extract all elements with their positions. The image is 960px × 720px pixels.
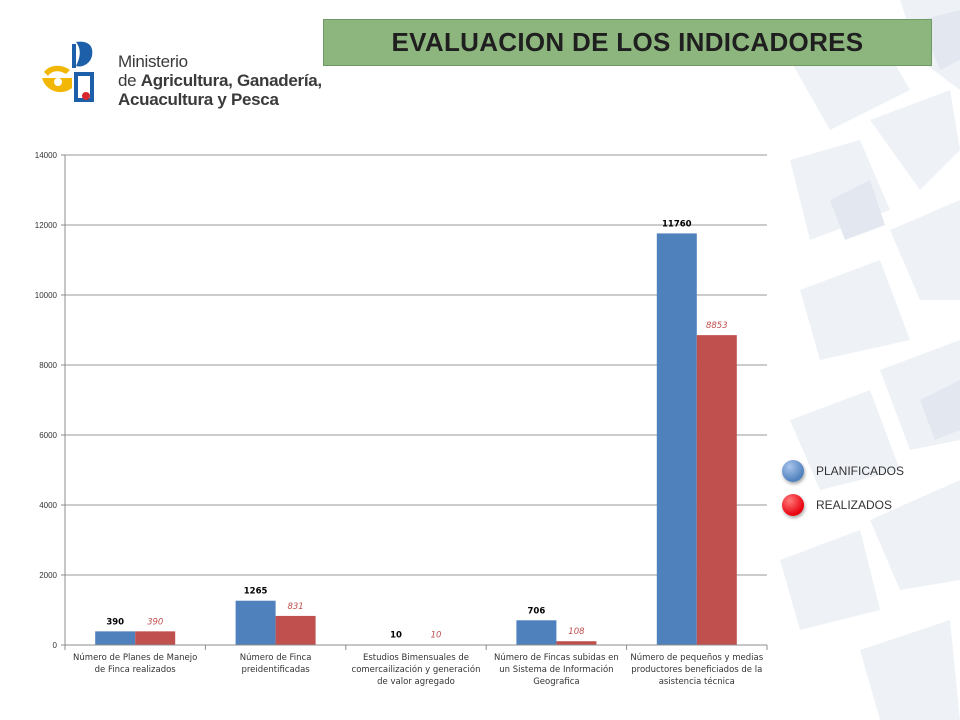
bar-realizados [556, 641, 597, 645]
bar-planificados [516, 620, 557, 645]
x-tick-label: preidentificadas [241, 665, 310, 675]
bar-realizados [696, 335, 737, 645]
x-tick-label: productores beneficiados de la [631, 665, 762, 675]
x-tick-label: Estudios Bimensuales de [363, 653, 469, 663]
x-tick-label: Número de pequeños y medias [630, 653, 763, 663]
data-label-realizados: 390 [147, 617, 163, 627]
data-label-planificados: 390 [106, 617, 124, 627]
page-title: EVALUACION DE LOS INDICADORES [391, 27, 864, 57]
ministry-name: Ministerio de Agricultura, Ganadería, Ac… [118, 52, 322, 109]
x-tick-label: Número de Finca [240, 653, 312, 663]
y-tick-label: 14000 [35, 151, 58, 160]
logo-line-2: de Agricultura, Ganadería, [118, 71, 322, 90]
title-banner: EVALUACION DE LOS INDICADORES [323, 19, 932, 66]
y-tick-label: 12000 [35, 221, 58, 230]
data-label-realizados: 831 [287, 602, 303, 612]
x-tick-label: comercailización y generación [352, 664, 481, 675]
x-tick-label: un Sistema de Información [499, 664, 613, 675]
data-label-realizados: 10 [431, 631, 442, 641]
legend-item-realizados: REALIZADOS [782, 494, 892, 516]
logo-line-2-bold: Agricultura, Ganadería, [140, 71, 322, 90]
bar-realizados [135, 631, 176, 645]
data-label-realizados: 108 [568, 627, 585, 637]
y-tick-label: 2000 [39, 571, 57, 580]
data-label-planificados: 10 [390, 631, 402, 641]
bar-planificados [235, 600, 276, 645]
ministry-emblem-icon [42, 41, 94, 102]
legend-marker-planificados [782, 460, 804, 482]
x-tick-label: Número de Fincas subidas en [494, 653, 619, 663]
y-tick-label: 10000 [35, 291, 58, 300]
x-tick-label: Geografica [533, 677, 579, 687]
data-label-planificados: 1265 [244, 587, 268, 597]
x-tick-label: de Finca realizados [95, 665, 177, 675]
logo-line-3: Acuacultura y Pesca [118, 90, 279, 109]
legend-label-realizados: REALIZADOS [816, 498, 893, 512]
bar-planificados [656, 233, 697, 645]
legend-label-planificados: PLANIFICADOS [816, 464, 905, 478]
y-tick-label: 8000 [39, 361, 57, 370]
bar-planificados [95, 631, 136, 645]
x-tick-label: de valor agregado [377, 677, 455, 687]
bar-realizados [275, 615, 316, 645]
data-label-planificados: 706 [528, 606, 546, 616]
y-tick-label: 4000 [39, 501, 57, 510]
y-tick-label: 6000 [39, 431, 57, 440]
logo-line-2-prefix: de [118, 71, 141, 90]
legend-item-planificados: PLANIFICADOS [782, 460, 904, 482]
logo-line-1: Ministerio [118, 52, 188, 71]
legend-marker-realizados [782, 494, 804, 516]
y-tick-label: 0 [53, 641, 58, 650]
x-tick-label: asistencia técnica [659, 676, 735, 687]
data-label-realizados: 8853 [706, 321, 728, 331]
data-label-planificados: 11760 [662, 219, 692, 229]
ministry-logo: Ministerio de Agricultura, Ganadería, Ac… [36, 34, 336, 124]
x-tick-label: Número de Planes de Manejo [73, 653, 197, 663]
